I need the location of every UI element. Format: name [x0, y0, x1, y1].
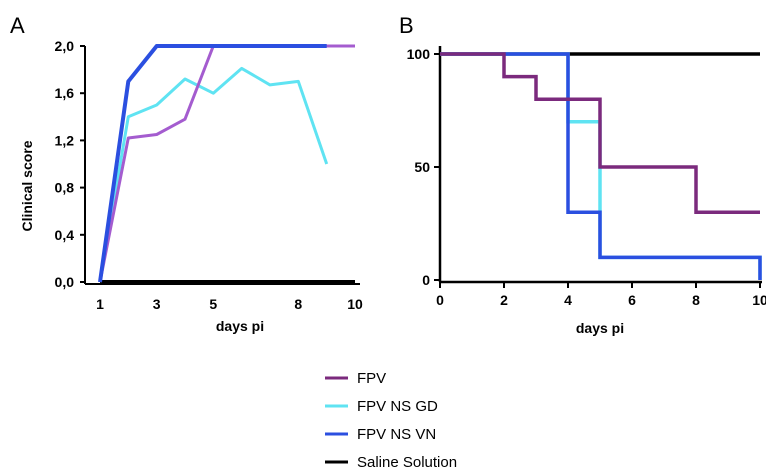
panel-a-xtick-label: 1 — [96, 296, 104, 312]
panel-b-chart: 0 50 100 0 2 4 6 8 10 days pi — [407, 46, 766, 336]
panel-b-series-line-fpv — [440, 52, 760, 214]
panel-b-xtick-label: 10 — [752, 292, 766, 308]
panel-a-xtick-label: 3 — [153, 296, 161, 312]
panel-b-xtick-label: 8 — [692, 292, 700, 308]
panel-a-ytick-label: 1,6 — [55, 85, 75, 101]
legend-label: Saline Solution — [357, 454, 457, 469]
panel-b-series-line-fpv-ns-vn — [440, 52, 762, 280]
panel-a-letter: A — [10, 13, 25, 38]
panel-b-ytick-label: 100 — [407, 46, 431, 62]
panel-b-xlabel: days pi — [576, 320, 624, 336]
legend-label: FPV — [357, 370, 386, 387]
panel-a-series-line-fpv-ns-vn — [98, 44, 327, 283]
panel-a-series-line-fpv-ns-gd — [98, 66, 329, 283]
panel-a-xtick-label: 10 — [347, 296, 363, 312]
panel-b-xtick-label: 6 — [628, 292, 636, 308]
panel-a-ytick-label: 0,4 — [55, 227, 75, 243]
panel-a-ytick-label: 0,0 — [55, 274, 75, 290]
panel-a-ytick-label: 1,2 — [55, 132, 75, 148]
panel-a-chart: 0,0 0,4 0,8 1,2 1,6 2,0 1 3 5 8 10 days pi Clinic… — [19, 38, 363, 334]
panel-a-xtick-label: 8 — [294, 296, 302, 312]
panel-b-xtick-label: 2 — [500, 292, 508, 308]
panel-b-xtick-label: 4 — [564, 292, 572, 308]
legend-label: FPV NS GD — [357, 398, 438, 415]
panel-a-xtick-label: 5 — [209, 296, 217, 312]
legend-label: FPV NS VN — [357, 426, 436, 443]
panel-b-letter: B — [399, 13, 414, 38]
panel-a-xlabel: days pi — [216, 318, 264, 334]
panel-b-xtick-label: 0 — [436, 292, 444, 308]
panel-a-ytick-label: 2,0 — [55, 38, 75, 54]
panel-a-ylabel: Clinical score — [19, 140, 35, 231]
panel-b-ytick-label: 50 — [414, 159, 430, 175]
panel-a-ytick-label: 0,8 — [55, 180, 75, 196]
panel-b-ytick-label: 0 — [422, 272, 430, 288]
legend: FPV FPV NS GD FPV NS VN Saline Solution — [325, 370, 457, 469]
